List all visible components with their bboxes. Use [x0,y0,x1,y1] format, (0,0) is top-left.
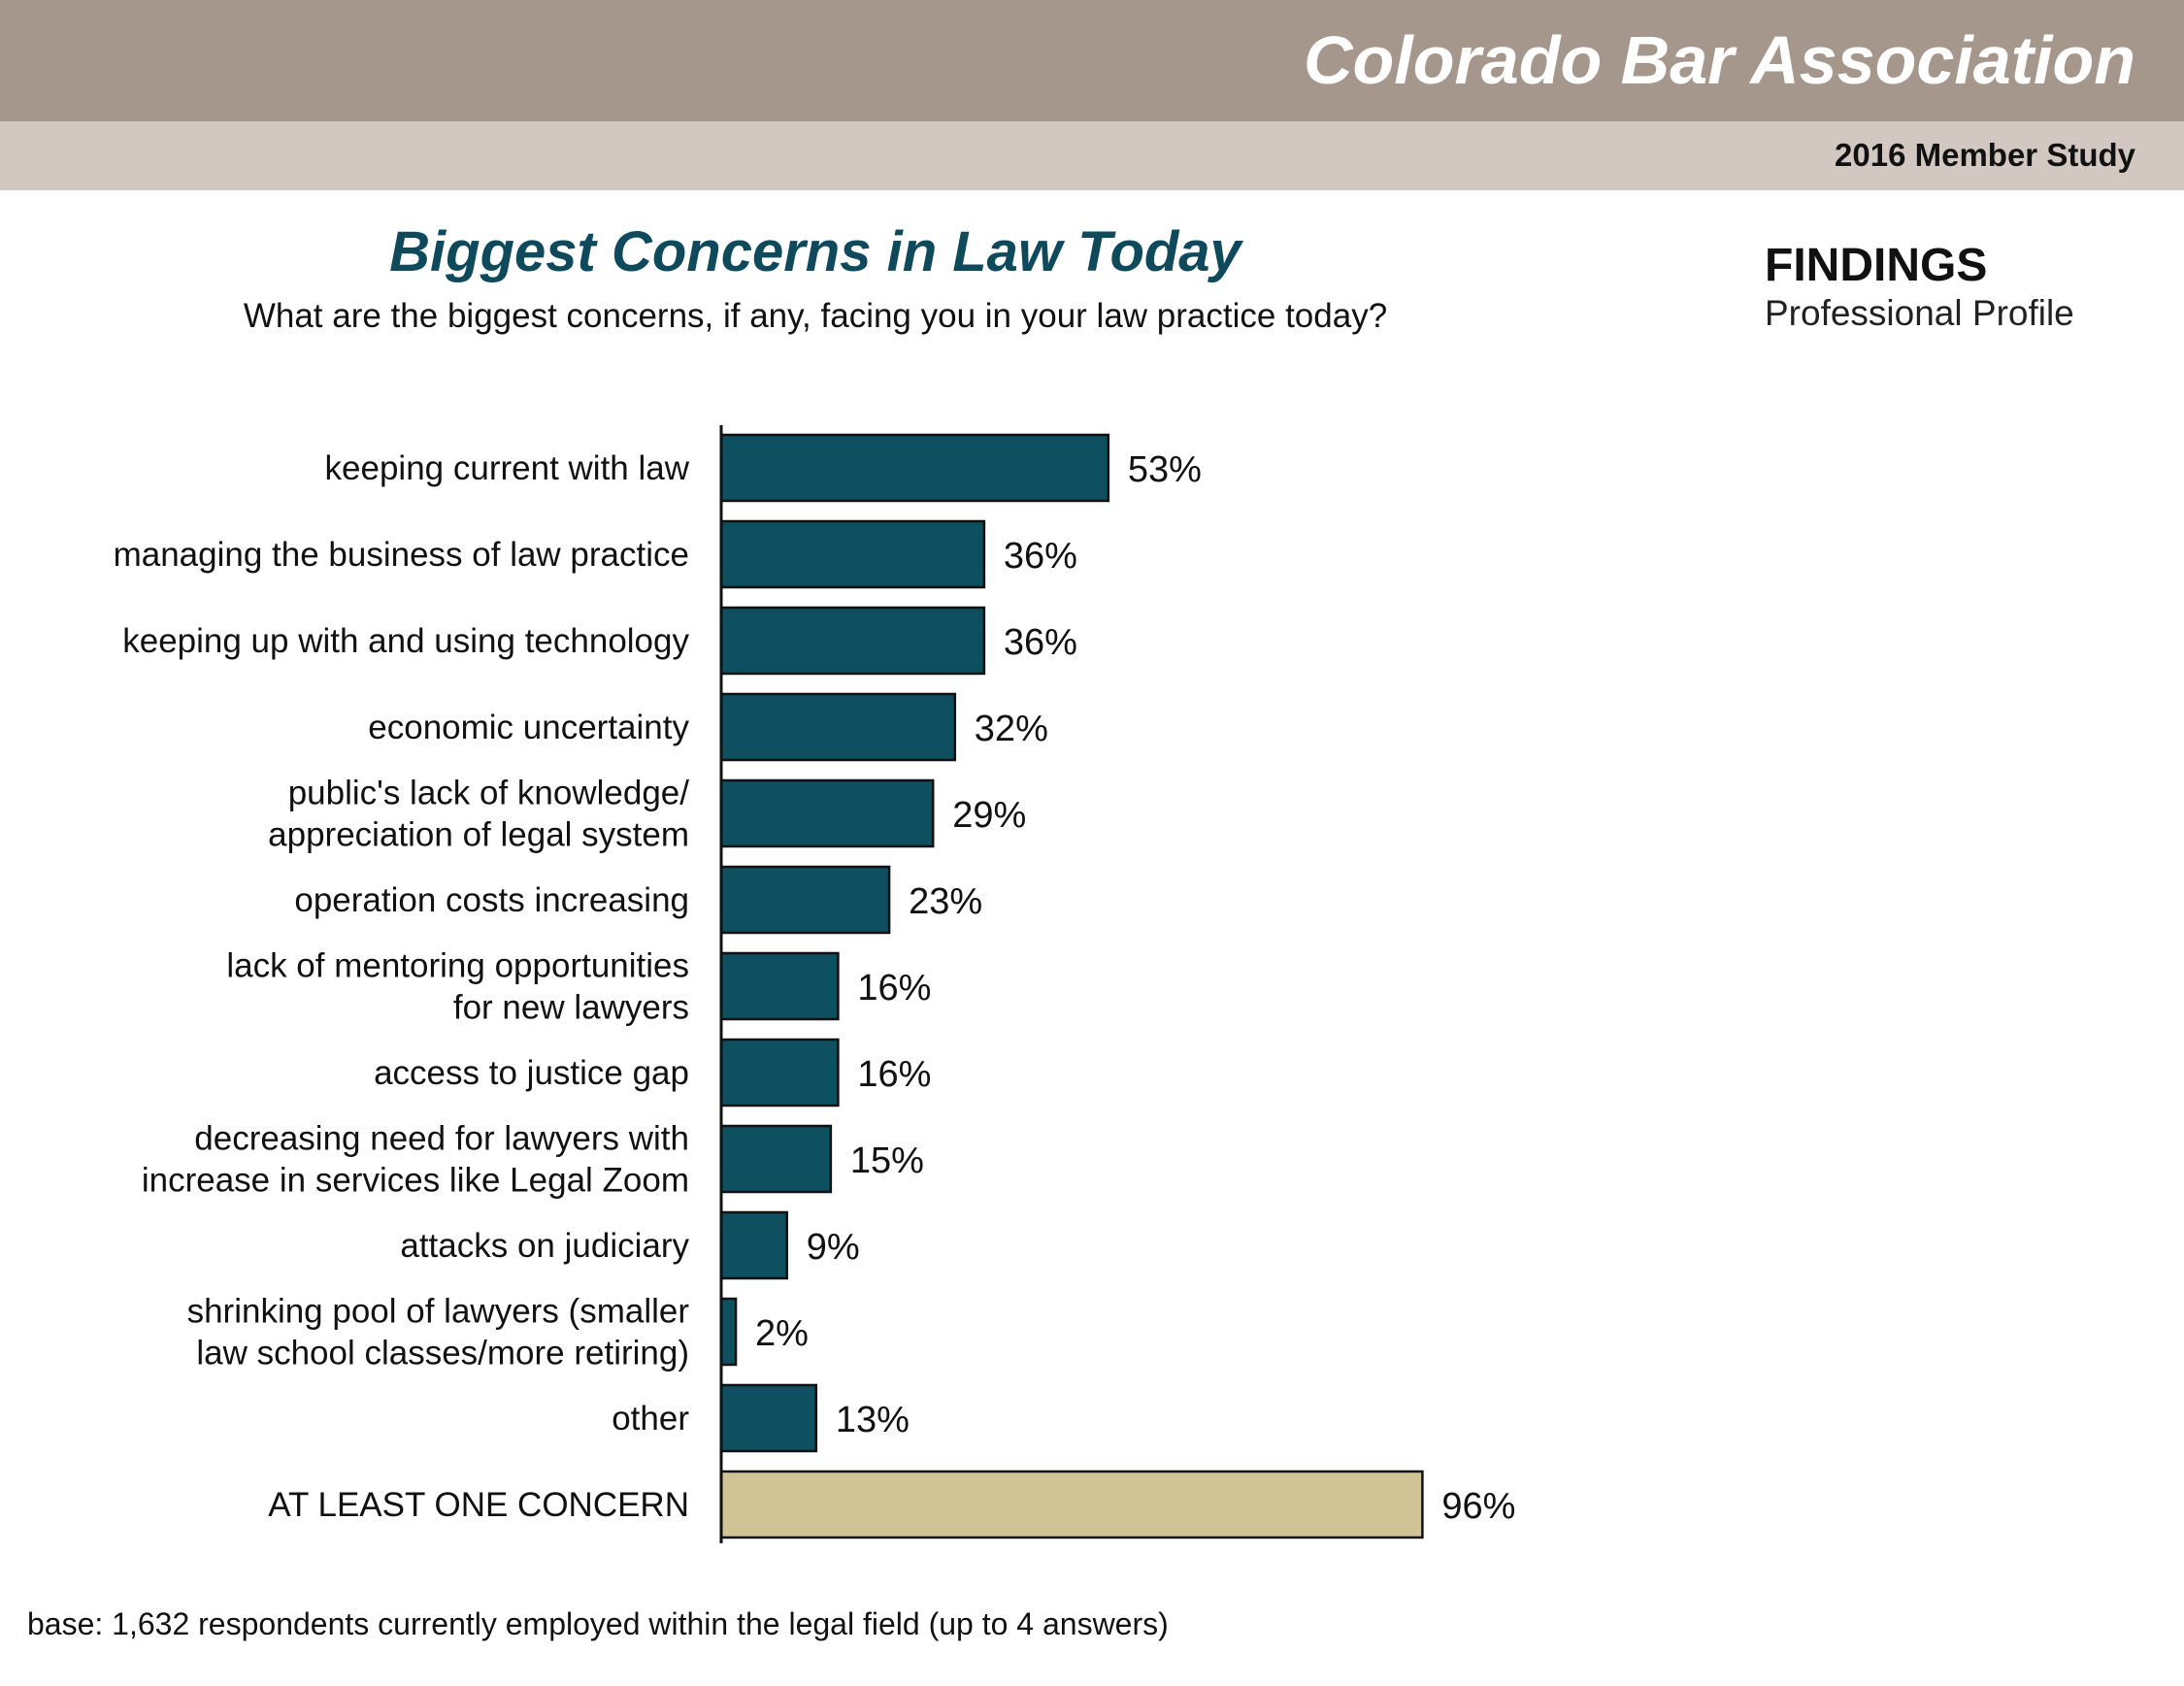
chart-subtitle: What are the biggest concerns, if any, f… [243,297,1388,335]
category-label: law school classes/more retiring) [196,1335,689,1372]
category-label: managing the business of law practice [114,536,689,574]
bar [719,1297,738,1367]
bar [719,951,840,1021]
bar [719,1210,788,1280]
category-label: economic uncertainty [368,709,689,746]
value-label: 9% [807,1227,860,1268]
category-label: for new lawyers [453,989,689,1027]
bar [719,1383,818,1453]
bar [719,519,986,589]
category-label: attacks on judiciary [400,1227,689,1265]
chart-title: Biggest Concerns in Law Today [389,220,1241,283]
bar [719,606,986,676]
sub-header-band [0,121,2184,190]
findings-subtitle: Professional Profile [1765,293,2074,333]
value-label: 15% [850,1141,924,1181]
category-label: AT LEAST ONE CONCERN [268,1486,689,1524]
bar [719,692,957,762]
findings-title: FINDINGS [1765,240,1988,291]
value-label: 32% [975,709,1048,749]
header-band [0,0,2184,121]
category-label: shrinking pool of lawyers (smaller [187,1293,690,1331]
study-label: 2016 Member Study [1835,137,2135,173]
value-label: 36% [1004,536,1077,577]
category-label: keeping current with law [325,449,690,487]
bar [719,433,1110,503]
value-label: 16% [857,968,931,1008]
value-label: 2% [755,1313,809,1354]
bar [719,865,891,935]
category-label: keeping up with and using technology [122,622,689,660]
category-label: other [612,1400,689,1438]
value-label: 29% [952,795,1026,836]
bar [719,1470,1424,1539]
category-label: lack of mentoring opportunities [226,947,689,985]
bar [719,1038,840,1107]
category-label: access to justice gap [374,1054,689,1092]
value-label: 36% [1004,622,1077,663]
category-label: appreciation of legal system [268,816,689,854]
value-label: 23% [909,881,982,922]
bar-chart: 53% keeping current with law 36% managing t… [114,425,1515,1543]
value-label: 13% [836,1400,910,1440]
category-label: operation costs increasing [294,881,689,919]
bar [719,1124,833,1194]
value-label: 53% [1128,449,1202,490]
category-label: public's lack of knowledge/ [288,775,690,812]
value-label: 96% [1441,1486,1515,1527]
category-label: decreasing need for lawyers with [194,1120,689,1158]
category-label: increase in services like Legal Zoom [142,1162,689,1200]
value-label: 16% [857,1054,931,1095]
bar [719,778,935,848]
organization-name: Colorado Bar Association [1304,22,2135,98]
base-footnote: base: 1,632 respondents currently employ… [27,1606,1169,1641]
